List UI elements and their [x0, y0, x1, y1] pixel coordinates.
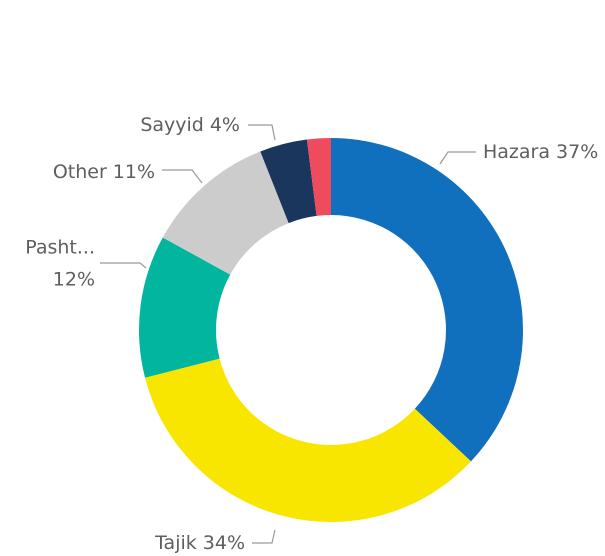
- category-label: Sayyid: [140, 114, 204, 136]
- value-label: 34%: [203, 532, 245, 554]
- donut-segment: [139, 237, 231, 378]
- leader-line: [439, 151, 476, 165]
- leader-line: [162, 169, 203, 184]
- data-label: Other 11%: [53, 161, 155, 183]
- leader-line: [248, 124, 276, 141]
- category-label: Tajik: [154, 532, 197, 554]
- leader-line: [100, 262, 147, 269]
- category-label: Pasht...: [25, 237, 95, 259]
- value-label: 11%: [113, 161, 155, 183]
- donut-segment: [162, 151, 289, 275]
- category-label: Other: [53, 161, 107, 183]
- category-label: Hazara: [483, 141, 550, 163]
- data-label: Sayyid 4%: [140, 114, 240, 136]
- value-label: 12%: [53, 269, 95, 291]
- leader-line: [252, 529, 276, 544]
- donut-segment: [331, 138, 523, 462]
- data-label: Tajik 34%: [154, 532, 245, 554]
- data-label: Hazara 37%: [483, 141, 598, 163]
- donut-segment: [306, 138, 331, 216]
- value-label: 37%: [556, 141, 598, 163]
- donut-segment: [145, 358, 471, 523]
- donut-segment: [260, 139, 317, 224]
- value-label: 4%: [210, 114, 240, 136]
